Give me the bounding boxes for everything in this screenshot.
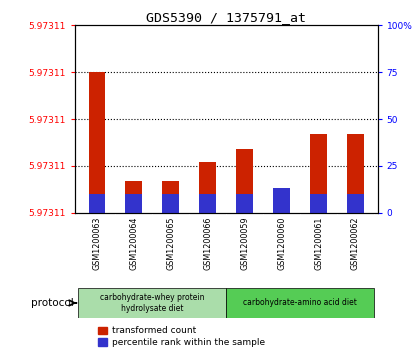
Title: GDS5390 / 1375791_at: GDS5390 / 1375791_at bbox=[146, 11, 306, 24]
Bar bbox=[125, 194, 142, 213]
Text: GSM1200064: GSM1200064 bbox=[129, 216, 138, 270]
Bar bbox=[88, 72, 105, 213]
Bar bbox=[310, 194, 327, 213]
Text: GSM1200060: GSM1200060 bbox=[277, 216, 286, 270]
Bar bbox=[273, 188, 290, 213]
Text: GSM1200062: GSM1200062 bbox=[351, 216, 360, 270]
Text: GSM1200059: GSM1200059 bbox=[240, 216, 249, 270]
Bar bbox=[236, 194, 253, 213]
Bar bbox=[199, 194, 216, 213]
Text: carbohydrate-whey protein
hydrolysate diet: carbohydrate-whey protein hydrolysate di… bbox=[100, 293, 205, 313]
Bar bbox=[162, 181, 179, 213]
Text: GSM1200065: GSM1200065 bbox=[166, 216, 175, 270]
Bar bbox=[347, 194, 364, 213]
Bar bbox=[162, 194, 179, 213]
Bar bbox=[226, 287, 374, 318]
Text: GSM1200063: GSM1200063 bbox=[93, 216, 101, 270]
Text: carbohydrate-amino acid diet: carbohydrate-amino acid diet bbox=[243, 298, 357, 307]
Bar bbox=[236, 149, 253, 213]
Bar bbox=[78, 287, 226, 318]
Bar bbox=[88, 194, 105, 213]
Bar bbox=[273, 190, 290, 213]
Bar bbox=[125, 181, 142, 213]
Text: protocol: protocol bbox=[31, 298, 74, 308]
Bar bbox=[310, 134, 327, 213]
Text: GSM1200066: GSM1200066 bbox=[203, 216, 212, 270]
Bar bbox=[199, 162, 216, 213]
Text: GSM1200061: GSM1200061 bbox=[314, 216, 323, 270]
Legend: transformed count, percentile rank within the sample: transformed count, percentile rank withi… bbox=[94, 323, 268, 351]
Bar bbox=[347, 134, 364, 213]
